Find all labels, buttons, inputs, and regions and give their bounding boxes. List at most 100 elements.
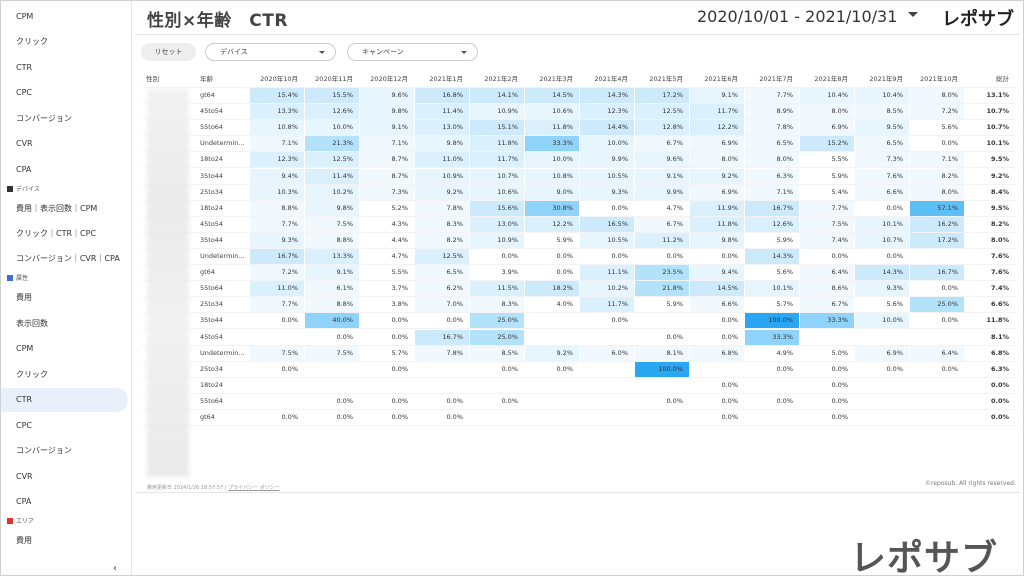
table-cell: 4.3%	[391, 219, 408, 228]
sidebar-item[interactable]: CPC	[16, 88, 32, 97]
sidebar-item[interactable]: CPA	[16, 165, 32, 174]
date-range-picker[interactable]: 2020/10/01 - 2021/10/31	[697, 7, 898, 26]
table-cell: 10.0%	[305, 120, 359, 136]
header-divider	[135, 34, 1020, 35]
table-cell: 16.5%	[580, 216, 634, 232]
table-cell: 7.5%	[800, 216, 854, 232]
table-cell: 9.8%	[690, 232, 744, 248]
sidebar-item[interactable]: 費用	[16, 293, 32, 302]
page-title: 性別×年齢 CTR	[147, 11, 288, 31]
table-cell: 14.4%	[580, 120, 634, 136]
column-header-month[interactable]: 2021年9月	[869, 75, 903, 83]
table-row: 45to54 0.0% 0.0% 16.7% 25.0% 0.0% 0.0% 33.3% 8.1…	[142, 329, 1018, 346]
table-cell: 33.3%	[745, 329, 799, 345]
sidebar-item[interactable]: CPM	[16, 344, 34, 353]
table-cell: 7.7%	[800, 200, 854, 216]
sidebar-item[interactable]: コンバージョン｜CVR｜CPA	[16, 254, 120, 263]
table-cell: 11.5%	[470, 281, 524, 297]
total-cell: 0.0%	[990, 396, 1009, 405]
table-cell	[525, 330, 579, 345]
sidebar-item[interactable]: CPA	[16, 497, 32, 506]
table-cell: 21.3%	[305, 136, 359, 152]
table-cell: 5.7%	[391, 348, 408, 357]
table-cell: 0.0%	[281, 364, 298, 373]
table-cell: 40.0%	[305, 313, 359, 329]
age-label: 35to44	[200, 316, 224, 325]
age-label: 45to54	[200, 332, 224, 341]
table-cell: 0.0%	[336, 413, 353, 421]
table-cell: 0.0%	[391, 364, 408, 373]
table-cell: 9.8%	[360, 104, 414, 120]
table-cell: 7.1%	[745, 184, 799, 200]
table-row: 25to34 7.7% 8.8% 3.8% 7.0% 8.3% 4.0% 11.7% 5.9% 6…	[142, 297, 1018, 314]
device-select[interactable]: デバイス	[205, 43, 336, 61]
column-header-month[interactable]: 2021年2月	[484, 75, 518, 83]
sidebar-item[interactable]: 表示回数	[16, 319, 48, 328]
table-cell: 5.9%	[666, 300, 683, 309]
table-cell: 0.0%	[721, 413, 738, 421]
sidebar-item[interactable]: 費用	[16, 536, 32, 545]
reset-button[interactable]: リセット	[141, 43, 196, 61]
table-cell: 0.0%	[941, 139, 958, 148]
sidebar-item[interactable]: CTR	[16, 63, 33, 72]
sidebar-item[interactable]: クリック｜CTR｜CPC	[16, 229, 97, 238]
table-cell: 4.7%	[666, 203, 683, 212]
table-cell	[800, 330, 854, 345]
campaign-select[interactable]: キャンペーン	[347, 43, 478, 61]
table-cell: 0.0%	[721, 252, 738, 260]
total-cell: 11.8%	[986, 316, 1009, 325]
sidebar-item[interactable]: コンバージョン	[16, 114, 72, 123]
column-header-gender[interactable]: 性別	[146, 75, 159, 83]
column-header-age[interactable]: 年齢	[200, 75, 213, 83]
chevron-down-icon[interactable]	[908, 12, 918, 17]
age-label: 35to44	[200, 235, 224, 244]
table-cell: 10.4%	[800, 88, 854, 103]
table-cell: 6.0%	[580, 345, 634, 361]
table-cell: 6.4%	[910, 345, 964, 361]
table-cell: 7.5%	[305, 345, 359, 361]
table-cell	[250, 394, 304, 409]
table-cell: 0.0%	[831, 380, 848, 389]
table-cell: 7.3%	[855, 152, 909, 168]
table-cell: 7.8%	[415, 345, 469, 361]
table-cell: 9.4%	[250, 168, 304, 184]
table-cell: 6.7%	[635, 136, 689, 152]
column-header-month[interactable]: 2021年6月	[704, 75, 738, 83]
table-row: gt64 7.2% 9.1% 5.5% 6.5% 3.9% 0.0% 11.1% 23.5% 9.…	[142, 265, 1018, 282]
column-header-month[interactable]: 2021年8月	[814, 75, 848, 83]
sidebar-item[interactable]: クリック	[16, 370, 48, 379]
column-header-month[interactable]: 2021年5月	[649, 75, 683, 83]
table-cell: 8.0%	[800, 104, 854, 120]
age-label: 25to34	[200, 364, 224, 373]
column-header-month[interactable]: 2021年4月	[594, 75, 628, 83]
collapse-sidebar-icon[interactable]: ‹	[113, 563, 117, 574]
sidebar-item[interactable]: CPC	[16, 421, 32, 430]
sidebar-item[interactable]: コンバージョン	[16, 446, 72, 455]
sidebar-item[interactable]: クリック	[16, 37, 48, 46]
column-header-month[interactable]: 2020年10月	[260, 75, 298, 83]
table-cell: 8.9%	[745, 104, 799, 120]
sidebar-item[interactable]: 費用｜表示回数｜CPM	[16, 204, 98, 213]
table-cell	[690, 362, 744, 377]
column-header-month[interactable]: 2020年11月	[315, 75, 353, 83]
column-header-total[interactable]: 総計	[996, 75, 1009, 83]
table-cell: 11.2%	[635, 232, 689, 248]
sidebar-item[interactable]: CTR	[1, 388, 128, 412]
sidebar-item[interactable]: CVR	[16, 139, 33, 148]
table-cell: 5.4%	[831, 187, 848, 196]
column-header-month[interactable]: 2021年10月	[920, 75, 958, 83]
sidebar-item[interactable]: CPM	[16, 12, 34, 21]
privacy-policy-link[interactable]: プライバシー ポリシー	[228, 485, 280, 491]
table-cell: 9.3%	[250, 232, 304, 248]
table-row: gt64 15.4% 15.5% 9.6% 16.8% 14.1% 14.5% 14.3% 17…	[142, 88, 1018, 104]
column-header-month[interactable]: 2021年7月	[759, 75, 793, 83]
sidebar-item[interactable]: CVR	[16, 472, 33, 481]
table-cell: 11.8%	[690, 216, 744, 232]
table-cell: 12.6%	[745, 216, 799, 232]
column-header-month[interactable]: 2021年1月	[429, 75, 463, 83]
column-header-month[interactable]: 2020年12月	[370, 75, 408, 83]
column-header-month[interactable]: 2021年3月	[539, 75, 573, 83]
table-cell: 25.0%	[470, 313, 524, 329]
table-cell	[910, 249, 964, 264]
